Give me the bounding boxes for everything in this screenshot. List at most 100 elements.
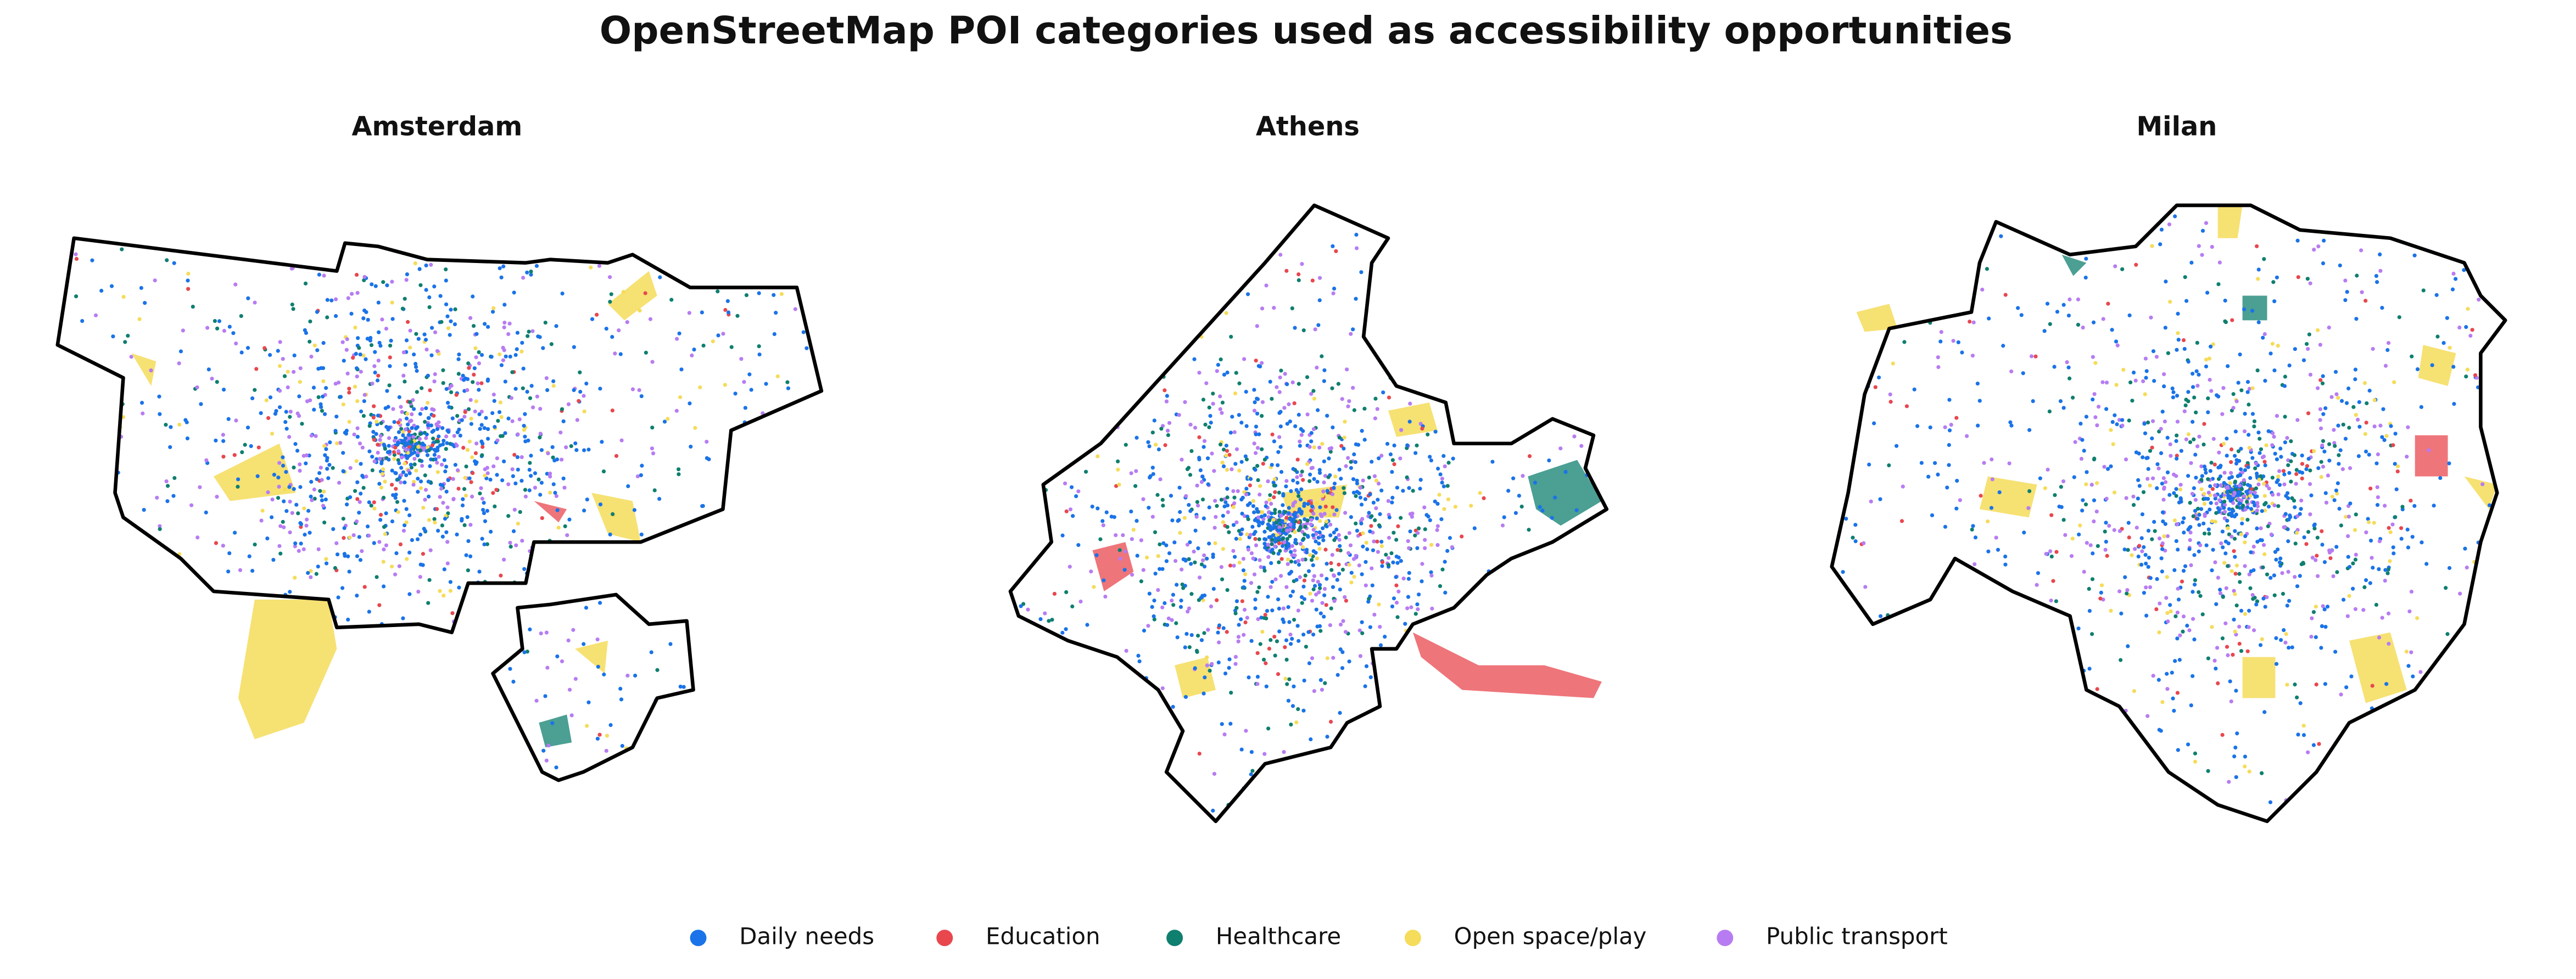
poi-point [2016, 306, 2020, 310]
poi-point [1068, 507, 1073, 512]
poi-point [1312, 689, 1316, 693]
poi-point [2072, 475, 2076, 479]
poi-point [2409, 499, 2413, 503]
poi-point [1272, 511, 1277, 515]
poi-point [382, 525, 387, 529]
poi-point [455, 444, 459, 448]
poi-point [2252, 424, 2256, 429]
poi-point [429, 326, 434, 330]
poi-point [1220, 722, 1224, 726]
poi-point [2273, 451, 2277, 456]
poi-point [369, 504, 373, 508]
poi-point [2323, 682, 2327, 686]
poi-point [639, 394, 644, 399]
poi-point [2141, 455, 2145, 460]
poi-point [1311, 528, 1316, 532]
poi-point [2243, 612, 2248, 616]
poi-point [2166, 351, 2170, 355]
poi-point [2300, 453, 2304, 458]
poi-point [416, 445, 421, 449]
poi-point [1362, 406, 1367, 411]
poi-point [240, 450, 244, 455]
poi-point [321, 341, 326, 345]
poi-point [2276, 478, 2280, 483]
poi-point [293, 442, 298, 446]
poi-point [2164, 279, 2168, 284]
poi-point [2198, 594, 2203, 598]
poi-point [1298, 575, 1302, 579]
poi-point [2462, 268, 2466, 272]
poi-point [254, 367, 259, 371]
poi-point [2217, 260, 2222, 265]
poi-point [1377, 482, 1381, 486]
poi-point [435, 349, 440, 353]
poi-point [177, 361, 181, 366]
poi-point [1183, 645, 1187, 650]
poi-point [2326, 605, 2330, 609]
poi-point [1317, 298, 1322, 303]
poi-point [2149, 315, 2153, 320]
poi-point [2049, 513, 2054, 517]
poi-point [2278, 446, 2283, 451]
legend-label: Open space/play [1454, 923, 1647, 950]
poi-point [539, 448, 544, 452]
poi-point [2049, 598, 2053, 603]
poi-point [1396, 589, 1401, 594]
poi-point [2229, 460, 2233, 465]
poi-point [1225, 468, 1230, 472]
poi-point [1872, 421, 1876, 426]
category-area [131, 353, 157, 387]
poi-point [450, 611, 455, 616]
poi-point [2008, 420, 2013, 424]
poi-point [469, 480, 473, 484]
poi-point [485, 377, 490, 382]
poi-point [546, 743, 551, 748]
poi-point [1197, 371, 1202, 375]
poi-point [2243, 468, 2248, 472]
poi-point [2312, 248, 2316, 252]
poi-point [1415, 602, 1420, 607]
poi-point [1423, 527, 1427, 532]
poi-point [1306, 569, 1311, 573]
poi-point [2126, 548, 2130, 552]
poi-point [185, 420, 189, 424]
poi-point [1233, 462, 1238, 466]
poi-point [439, 320, 444, 324]
poi-point [288, 530, 292, 535]
poi-point [2159, 729, 2163, 733]
poi-point [555, 654, 560, 659]
poi-point [2415, 367, 2420, 372]
poi-point [482, 501, 486, 505]
poi-point [236, 477, 241, 482]
poi-point [2188, 440, 2193, 444]
poi-point [602, 672, 606, 676]
poi-point [1258, 558, 1262, 562]
poi-point [1320, 441, 1325, 446]
poi-point [246, 296, 250, 300]
poi-point [2286, 539, 2290, 544]
poi-point [376, 373, 381, 378]
poi-point [2321, 374, 2325, 378]
poi-point [1232, 501, 1237, 506]
poi-point [610, 409, 614, 413]
poi-point [1490, 460, 1495, 464]
poi-point [292, 487, 296, 491]
poi-point [401, 373, 406, 378]
poi-point [2153, 529, 2157, 533]
poi-point [399, 455, 404, 460]
poi-point [508, 540, 512, 545]
poi-point [1167, 551, 1172, 556]
poi-point [1373, 396, 1378, 401]
poi-point [431, 437, 435, 441]
poi-point [195, 385, 199, 390]
poi-point [498, 352, 502, 356]
poi-point [635, 474, 640, 479]
poi-point [1325, 562, 1329, 566]
poi-point [2090, 632, 2094, 636]
poi-point [390, 300, 394, 305]
poi-point [387, 426, 392, 430]
poi-point [440, 534, 445, 539]
poi-point [298, 462, 302, 467]
poi-point [1192, 357, 1197, 361]
poi-point [1216, 630, 1220, 635]
